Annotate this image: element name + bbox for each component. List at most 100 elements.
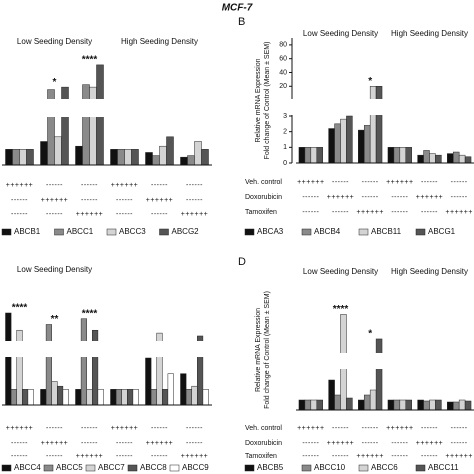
- bar: [40, 389, 47, 406]
- bar: [452, 401, 460, 411]
- legend-label: ABCC8: [140, 463, 167, 472]
- bar: [110, 389, 117, 406]
- bar: [429, 399, 436, 411]
- group-title: High Seeding Density: [121, 37, 198, 46]
- legend-swatch: [358, 464, 369, 472]
- bar: [75, 145, 83, 166]
- bar: [61, 86, 69, 166]
- treatment-marks: ------: [302, 453, 319, 460]
- bar: [298, 399, 306, 411]
- bar: [54, 136, 62, 166]
- significance: *: [368, 76, 372, 87]
- significance: *: [53, 77, 57, 88]
- treatment-marks: ------: [116, 453, 133, 460]
- bar: [340, 118, 347, 164]
- legend-label: ABCG2: [172, 227, 200, 236]
- bar: [399, 399, 407, 411]
- treatment-marks: ------: [362, 425, 379, 432]
- group-title: High Seeding Density: [391, 29, 468, 38]
- bar: [369, 389, 377, 411]
- treatment-marks: ------: [421, 209, 438, 216]
- treatment-marks: ------: [391, 194, 408, 201]
- treatment-marks: ++++++: [181, 453, 209, 460]
- bar: [117, 149, 125, 166]
- treatment-marks: ------: [332, 179, 349, 186]
- legend-swatch: [415, 228, 426, 236]
- treatment-marks: ------: [11, 197, 28, 204]
- y-axis-label: Relative mRNA Expression: [255, 308, 262, 392]
- significance: ****: [333, 304, 349, 315]
- bar: [316, 399, 323, 411]
- treatment-marks: ++++++: [111, 425, 139, 432]
- treatment-marks: ------: [151, 425, 168, 432]
- legend-swatch: [415, 464, 426, 472]
- treatment-marks: ++++++: [111, 182, 139, 189]
- bar: [375, 86, 383, 164]
- legend-label: ABCC6: [371, 463, 398, 472]
- treatment-marks: ------: [391, 453, 408, 460]
- legend-swatch: [43, 464, 54, 472]
- y-tick-label: 20: [279, 83, 287, 90]
- bar: [162, 389, 169, 406]
- row-label: Tamoxifen: [245, 453, 277, 460]
- bar: [191, 385, 198, 406]
- legend-swatch: [169, 464, 180, 472]
- y-tick-label: 1: [283, 144, 287, 151]
- bar: [201, 149, 209, 166]
- y-axis-label: Fold change of Control (Mean ± SEM): [264, 291, 271, 409]
- bar: [417, 154, 424, 164]
- row-label: Veh. control: [245, 179, 282, 186]
- bar: [22, 389, 29, 406]
- bar: [89, 86, 97, 166]
- bar: [62, 389, 69, 406]
- bar: [57, 385, 64, 406]
- treatment-marks: ++++++: [416, 440, 444, 447]
- legend-swatch: [127, 464, 138, 472]
- treatment-marks: ++++++: [76, 211, 104, 218]
- y-tick-label: 80: [279, 42, 287, 49]
- legend-label: ABCC7: [98, 463, 125, 472]
- legend-swatch: [85, 464, 96, 472]
- legend-label: ABCC5: [56, 463, 83, 472]
- treatment-marks: ------: [151, 182, 168, 189]
- y-tick-label: 40: [279, 69, 287, 76]
- treatment-marks: ------: [332, 209, 349, 216]
- bar: [405, 147, 412, 164]
- legend-label: ABCB11: [371, 227, 402, 236]
- bar: [363, 394, 371, 411]
- treatment-marks: ------: [81, 440, 98, 447]
- bar: [75, 389, 82, 406]
- treatment-marks: ------: [332, 425, 349, 432]
- bar: [435, 154, 442, 164]
- significance: ****: [12, 303, 28, 314]
- treatment-marks: ------: [11, 211, 28, 218]
- legend-swatch: [244, 228, 255, 236]
- treatment-marks: ++++++: [356, 453, 384, 460]
- treatment-marks: ------: [81, 425, 98, 432]
- bar: [40, 141, 48, 166]
- legend-swatch: [358, 228, 369, 236]
- y-tick-label: 3: [283, 113, 287, 120]
- legend-label: ABCC1: [67, 227, 94, 236]
- treatment-marks: ------: [46, 425, 63, 432]
- treatment-marks: ++++++: [445, 209, 473, 216]
- legend-label: ABCC11: [428, 463, 459, 472]
- bar: [393, 147, 401, 164]
- bar: [45, 324, 52, 406]
- bar: [375, 338, 383, 411]
- bar: [202, 389, 209, 406]
- treatment-marks: ++++++: [6, 425, 34, 432]
- treatment-marks: ------: [186, 182, 203, 189]
- treatment-marks: ------: [302, 194, 319, 201]
- treatment-marks: ------: [391, 440, 408, 447]
- bar: [346, 115, 353, 164]
- bar: [458, 154, 466, 164]
- bar: [423, 400, 430, 411]
- treatment-marks: ------: [302, 209, 319, 216]
- bar: [131, 149, 139, 166]
- treatment-marks: ------: [186, 440, 203, 447]
- group-title: Low Seeding Density: [303, 267, 378, 276]
- treatment-marks: ------: [81, 182, 98, 189]
- y-axis-label: Relative mRNA Expression: [255, 58, 262, 142]
- treatment-marks: ------: [451, 425, 468, 432]
